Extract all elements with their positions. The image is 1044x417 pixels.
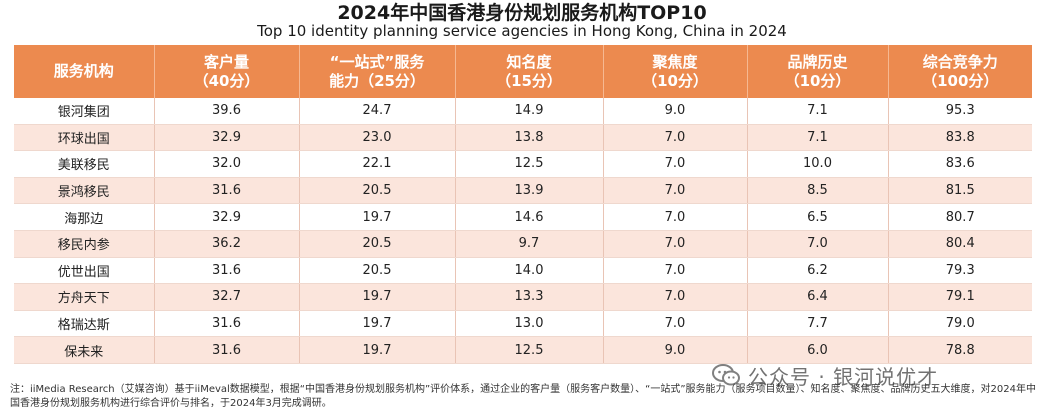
cell-brand-history: 7.0 [747, 230, 889, 258]
cell-one-stop-service: 19.7 [299, 283, 456, 311]
cell-one-stop-service: 23.0 [299, 124, 456, 152]
ranking-table: 服务机构 客户量 （40分） “一站式”服务 能力（25分） 知名度 （15分） 聚焦… [14, 45, 1032, 364]
cell-overall-score: 81.5 [888, 177, 1032, 205]
cell-overall-score: 83.6 [888, 150, 1032, 178]
agency-name: 银河集团 [14, 98, 155, 125]
cell-client-volume: 36.2 [154, 230, 300, 258]
agency-name: 优世出国 [14, 257, 155, 285]
header-overall-score: 综合竞争力 （100分） [888, 45, 1032, 98]
cell-brand-history: 6.2 [747, 257, 889, 285]
cell-popularity: 13.8 [455, 124, 604, 152]
table-row: 环球出国 32.9 23.0 13.8 7.0 7.1 83.8 [14, 124, 1032, 152]
cell-focus: 7.0 [603, 177, 748, 205]
cell-client-volume: 31.6 [154, 336, 300, 364]
cell-overall-score: 80.7 [888, 203, 1032, 231]
cell-client-volume: 32.9 [154, 124, 300, 152]
cell-one-stop-service: 20.5 [299, 257, 456, 285]
cell-popularity: 12.5 [455, 336, 604, 364]
cell-client-volume: 31.6 [154, 177, 300, 205]
table-row: 格瑞达斯 31.6 19.7 13.0 7.0 7.7 79.0 [14, 310, 1032, 338]
agency-name: 格瑞达斯 [14, 310, 155, 338]
cell-one-stop-service: 19.7 [299, 336, 456, 364]
agency-name: 海那边 [14, 203, 155, 231]
cell-client-volume: 32.7 [154, 283, 300, 311]
table-row: 移民内参 36.2 20.5 9.7 7.0 7.0 80.4 [14, 230, 1032, 258]
header-popularity: 知名度 （15分） [455, 45, 604, 98]
cell-popularity: 9.7 [455, 230, 604, 258]
table-row: 方舟天下 32.7 19.7 13.3 7.0 6.4 79.1 [14, 283, 1032, 311]
cell-brand-history: 7.1 [747, 124, 889, 152]
cell-client-volume: 32.0 [154, 150, 300, 178]
agency-name: 环球出国 [14, 124, 155, 152]
agency-name: 移民内参 [14, 230, 155, 258]
header-one-stop-service: “一站式”服务 能力（25分） [299, 45, 456, 98]
cell-focus: 7.0 [603, 310, 748, 338]
cell-popularity: 13.3 [455, 283, 604, 311]
cell-one-stop-service: 22.1 [299, 150, 456, 178]
cell-focus: 7.0 [603, 124, 748, 152]
cell-focus: 9.0 [603, 336, 748, 364]
cell-popularity: 14.6 [455, 203, 604, 231]
cell-brand-history: 7.7 [747, 310, 889, 338]
cell-client-volume: 31.6 [154, 257, 300, 285]
cell-overall-score: 95.3 [888, 98, 1032, 125]
cell-brand-history: 6.5 [747, 203, 889, 231]
cell-brand-history: 7.1 [747, 98, 889, 125]
cell-popularity: 14.0 [455, 257, 604, 285]
cell-popularity: 14.9 [455, 98, 604, 125]
cell-one-stop-service: 19.7 [299, 310, 456, 338]
cell-focus: 7.0 [603, 203, 748, 231]
cell-client-volume: 39.6 [154, 98, 300, 125]
header-brand-history: 品牌历史 （10分） [747, 45, 889, 98]
cell-overall-score: 79.0 [888, 310, 1032, 338]
cell-client-volume: 32.9 [154, 203, 300, 231]
table-row: 银河集团 39.6 24.7 14.9 9.0 7.1 95.3 [14, 98, 1032, 125]
cell-one-stop-service: 20.5 [299, 177, 456, 205]
wechat-icon [712, 364, 740, 386]
page-subtitle: Top 10 identity planning service agencie… [257, 22, 787, 40]
table-row: 美联移民 32.0 22.1 12.5 7.0 10.0 83.6 [14, 150, 1032, 178]
cell-focus: 7.0 [603, 230, 748, 258]
header-row: 服务机构 客户量 （40分） “一站式”服务 能力（25分） 知名度 （15分） 聚焦… [14, 45, 1032, 98]
cell-one-stop-service: 24.7 [299, 98, 456, 125]
table-row: 保未来 31.6 19.7 12.5 9.0 6.0 78.8 [14, 336, 1032, 364]
cell-overall-score: 79.3 [888, 257, 1032, 285]
table-row: 海那边 32.9 19.7 14.6 7.0 6.5 80.7 [14, 203, 1032, 231]
agency-name: 美联移民 [14, 150, 155, 178]
cell-one-stop-service: 20.5 [299, 230, 456, 258]
cell-focus: 7.0 [603, 257, 748, 285]
cell-popularity: 12.5 [455, 150, 604, 178]
header-agency: 服务机构 [14, 45, 155, 98]
cell-brand-history: 6.4 [747, 283, 889, 311]
cell-brand-history: 8.5 [747, 177, 889, 205]
agency-name: 方舟天下 [14, 283, 155, 311]
footnote: 注：iiMedia Research（艾媒咨询）基于iiMeval数据模型，根据… [10, 384, 1036, 409]
header-client-volume: 客户量 （40分） [154, 45, 300, 98]
wechat-watermark: 公众号 · 银河说优才 [712, 362, 939, 389]
cell-popularity: 13.0 [455, 310, 604, 338]
cell-one-stop-service: 19.7 [299, 203, 456, 231]
cell-brand-history: 10.0 [747, 150, 889, 178]
cell-focus: 7.0 [603, 150, 748, 178]
cell-focus: 9.0 [603, 98, 748, 125]
agency-name: 景鸿移民 [14, 177, 155, 205]
cell-popularity: 13.9 [455, 177, 604, 205]
watermark-text: 公众号 · 银河说优才 [748, 364, 939, 389]
cell-focus: 7.0 [603, 283, 748, 311]
ranking-table-container: 服务机构 客户量 （40分） “一站式”服务 能力（25分） 知名度 （15分） 聚焦… [14, 45, 1032, 364]
cell-overall-score: 80.4 [888, 230, 1032, 258]
cell-overall-score: 79.1 [888, 283, 1032, 311]
page-title: 2024年中国香港身份规划服务机构TOP10 [337, 2, 707, 24]
table-row: 景鸿移民 31.6 20.5 13.9 7.0 8.5 81.5 [14, 177, 1032, 205]
cell-overall-score: 78.8 [888, 336, 1032, 364]
cell-brand-history: 6.0 [747, 336, 889, 364]
cell-client-volume: 31.6 [154, 310, 300, 338]
agency-name: 保未来 [14, 336, 155, 364]
header-focus: 聚焦度 （10分） [603, 45, 748, 98]
cell-overall-score: 83.8 [888, 124, 1032, 152]
table-row: 优世出国 31.6 20.5 14.0 7.0 6.2 79.3 [14, 257, 1032, 285]
